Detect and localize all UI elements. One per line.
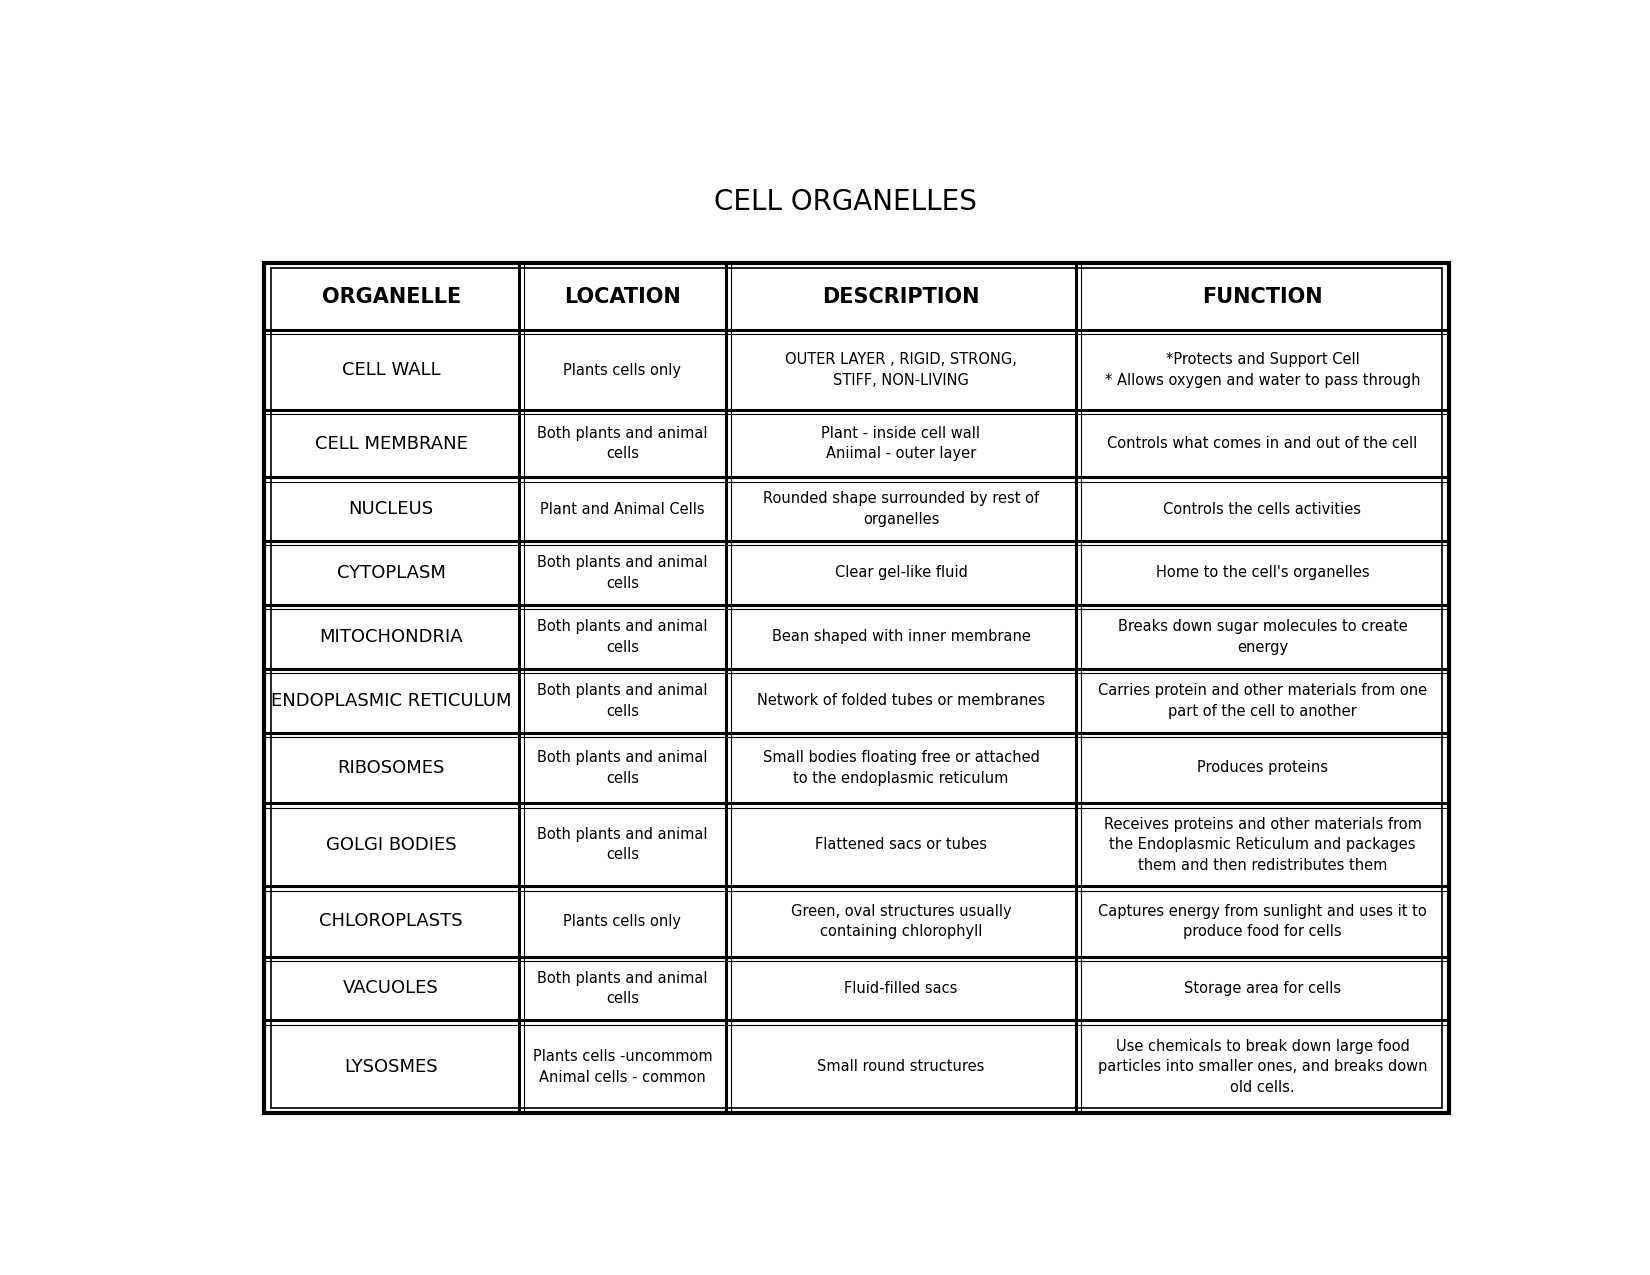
Text: Controls the cells activities: Controls the cells activities (1163, 501, 1361, 516)
Text: Carries protein and other materials from one
part of the cell to another: Carries protein and other materials from… (1097, 683, 1427, 719)
Bar (264, 411, 518, 477)
Bar (264, 263, 1449, 1113)
Bar (518, 803, 726, 886)
Text: CELL WALL: CELL WALL (342, 361, 441, 379)
Text: Both plants and animal
cells: Both plants and animal cells (538, 827, 708, 862)
Bar (726, 956, 1076, 1020)
Text: ENDOPLASMIC RETICULUM: ENDOPLASMIC RETICULUM (271, 692, 512, 710)
Text: Receives proteins and other materials from
the Endoplasmic Reticulum and package: Receives proteins and other materials fr… (1104, 817, 1421, 872)
Text: GOLGI BODIES: GOLGI BODIES (327, 835, 457, 854)
Bar (271, 268, 1442, 1108)
Bar (1076, 803, 1449, 886)
Text: CHLOROPLASTS: CHLOROPLASTS (320, 913, 464, 931)
Bar (518, 330, 726, 411)
Bar (1076, 886, 1449, 956)
Text: FUNCTION: FUNCTION (1203, 287, 1323, 306)
Bar (1076, 477, 1449, 541)
Text: NUCLEUS: NUCLEUS (348, 500, 434, 518)
Text: MITOCHONDRIA: MITOCHONDRIA (320, 627, 464, 646)
Text: CELL ORGANELLES: CELL ORGANELLES (714, 189, 977, 215)
Bar (518, 1020, 726, 1113)
Bar (1076, 411, 1449, 477)
Text: CYTOPLASM: CYTOPLASM (337, 564, 446, 581)
Text: Clear gel-like fluid: Clear gel-like fluid (835, 566, 967, 580)
Text: Home to the cell's organelles: Home to the cell's organelles (1155, 566, 1370, 580)
Bar (518, 733, 726, 803)
Bar (726, 1020, 1076, 1113)
Text: Plants cells only: Plants cells only (563, 914, 681, 929)
Text: Both plants and animal
cells: Both plants and animal cells (538, 426, 708, 462)
Text: Bean shaped with inner membrane: Bean shaped with inner membrane (772, 630, 1030, 644)
Bar (726, 886, 1076, 956)
Text: Storage area for cells: Storage area for cells (1185, 980, 1341, 996)
Bar (726, 541, 1076, 604)
Text: VACUOLES: VACUOLES (343, 979, 439, 997)
Bar (726, 604, 1076, 669)
Bar (264, 477, 518, 541)
Text: Both plants and animal
cells: Both plants and animal cells (538, 556, 708, 590)
Bar (1076, 956, 1449, 1020)
Text: Small round structures: Small round structures (817, 1060, 985, 1075)
Text: Plant - inside cell wall
Aniimal - outer layer: Plant - inside cell wall Aniimal - outer… (822, 426, 980, 462)
Bar (518, 886, 726, 956)
Text: Produces proteins: Produces proteins (1196, 760, 1328, 775)
Text: Both plants and animal
cells: Both plants and animal cells (538, 970, 708, 1006)
Bar (1076, 541, 1449, 604)
Text: DESCRIPTION: DESCRIPTION (822, 287, 980, 306)
Text: *Protects and Support Cell
* Allows oxygen and water to pass through: *Protects and Support Cell * Allows oxyg… (1106, 352, 1421, 388)
Text: Small bodies floating free or attached
to the endoplasmic reticulum: Small bodies floating free or attached t… (762, 750, 1040, 785)
Bar (264, 1020, 518, 1113)
Bar (726, 669, 1076, 733)
Bar (264, 669, 518, 733)
Bar (1076, 263, 1449, 330)
Bar (1076, 604, 1449, 669)
Text: LOCATION: LOCATION (564, 287, 681, 306)
Text: Use chemicals to break down large food
particles into smaller ones, and breaks d: Use chemicals to break down large food p… (1097, 1039, 1427, 1095)
Bar (264, 886, 518, 956)
Bar (1076, 1020, 1449, 1113)
Text: Plants cells -uncommom
Animal cells - common: Plants cells -uncommom Animal cells - co… (533, 1049, 713, 1085)
Bar (264, 956, 518, 1020)
Bar (518, 411, 726, 477)
Bar (726, 733, 1076, 803)
Text: Breaks down sugar molecules to create
energy: Breaks down sugar molecules to create en… (1117, 620, 1407, 654)
Text: Fluid-filled sacs: Fluid-filled sacs (845, 980, 957, 996)
Bar (518, 956, 726, 1020)
Bar (726, 803, 1076, 886)
Text: Controls what comes in and out of the cell: Controls what comes in and out of the ce… (1107, 436, 1417, 451)
Text: Both plants and animal
cells: Both plants and animal cells (538, 750, 708, 785)
Text: Both plants and animal
cells: Both plants and animal cells (538, 620, 708, 654)
Bar (518, 541, 726, 604)
Bar (264, 541, 518, 604)
Text: ORGANELLE: ORGANELLE (322, 287, 460, 306)
Bar (1076, 669, 1449, 733)
Text: Network of folded tubes or membranes: Network of folded tubes or membranes (757, 694, 1044, 709)
Text: Green, oval structures usually
containing chlorophyll: Green, oval structures usually containin… (790, 904, 1011, 940)
Bar (726, 263, 1076, 330)
Bar (264, 604, 518, 669)
Text: RIBOSOMES: RIBOSOMES (338, 759, 446, 776)
Bar (264, 803, 518, 886)
Bar (1076, 733, 1449, 803)
Text: Both plants and animal
cells: Both plants and animal cells (538, 683, 708, 719)
Bar (264, 733, 518, 803)
Bar (1076, 330, 1449, 411)
Text: OUTER LAYER , RIGID, STRONG,
STIFF, NON-LIVING: OUTER LAYER , RIGID, STRONG, STIFF, NON-… (785, 352, 1016, 388)
Bar (264, 330, 518, 411)
Text: Plant and Animal Cells: Plant and Animal Cells (540, 501, 705, 516)
Bar (726, 477, 1076, 541)
Bar (726, 411, 1076, 477)
Text: CELL MEMBRANE: CELL MEMBRANE (315, 435, 467, 453)
Text: Rounded shape surrounded by rest of
organelles: Rounded shape surrounded by rest of orga… (762, 491, 1040, 527)
Bar (726, 330, 1076, 411)
Bar (518, 604, 726, 669)
Text: Captures energy from sunlight and uses it to
produce food for cells: Captures energy from sunlight and uses i… (1099, 904, 1427, 940)
Text: Flattened sacs or tubes: Flattened sacs or tubes (815, 838, 987, 852)
Bar (518, 669, 726, 733)
Text: Plants cells only: Plants cells only (563, 362, 681, 377)
Bar (518, 477, 726, 541)
Bar (518, 263, 726, 330)
Bar (264, 263, 518, 330)
Text: LYSOSMES: LYSOSMES (345, 1058, 437, 1076)
